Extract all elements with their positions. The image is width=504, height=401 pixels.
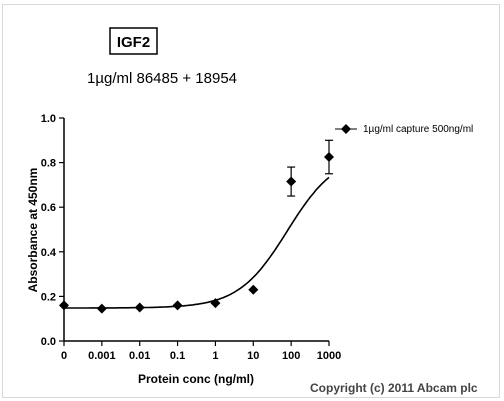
- data-points: [59, 139, 334, 314]
- fit-curve: [64, 176, 330, 309]
- y-tick-label: 0.0: [41, 336, 56, 348]
- y-tick-label: 0.2: [41, 291, 56, 303]
- chart-subtitle: 1µg/ml 86485 + 18954: [87, 70, 237, 87]
- x-tick-label: 1: [212, 350, 218, 362]
- title-group: IGF2: [109, 27, 158, 55]
- title-box: [109, 27, 158, 55]
- x-tick-label: 1000: [317, 350, 341, 362]
- x-axis-label: Protein conc (ng/ml): [138, 372, 254, 386]
- x-tick-label: 0: [61, 350, 67, 362]
- y-tick-label: 0.4: [41, 247, 57, 259]
- fit-curve-line: [64, 176, 330, 309]
- legend-label: 1µg/ml capture 500ng/ml: [363, 124, 473, 135]
- axes: 0.0 0.2 0.4 0.6 0.8 1.0 0 0.001 0.01 0.1 1 10 100 100…: [41, 113, 342, 362]
- y-axis-label: Absorbance at 450nm: [26, 168, 40, 293]
- copyright-text: Copyright (c) 2011 Abcam plc: [310, 381, 478, 395]
- x-tick-label: 10: [247, 350, 259, 362]
- data-point: [96, 303, 107, 314]
- x-tick-label: 0.1: [170, 350, 185, 362]
- data-point: [172, 300, 183, 311]
- x-tick-label: 0.01: [129, 350, 150, 362]
- data-point: [248, 284, 259, 295]
- data-point: [286, 176, 297, 187]
- data-point: [210, 298, 221, 309]
- y-tick-label: 1.0: [41, 113, 56, 125]
- y-tick-label: 0.8: [41, 158, 56, 170]
- legend: 1µg/ml capture 500ng/ml: [335, 124, 473, 135]
- data-point: [134, 302, 145, 313]
- y-tick-label: 0.6: [41, 202, 56, 214]
- chart-title: IGF2: [117, 34, 150, 51]
- chart-frame: [2, 4, 500, 398]
- x-tick-label: 100: [282, 350, 300, 362]
- x-tick-label: 0.001: [88, 350, 116, 362]
- data-point: [59, 300, 69, 311]
- data-point: [324, 152, 334, 163]
